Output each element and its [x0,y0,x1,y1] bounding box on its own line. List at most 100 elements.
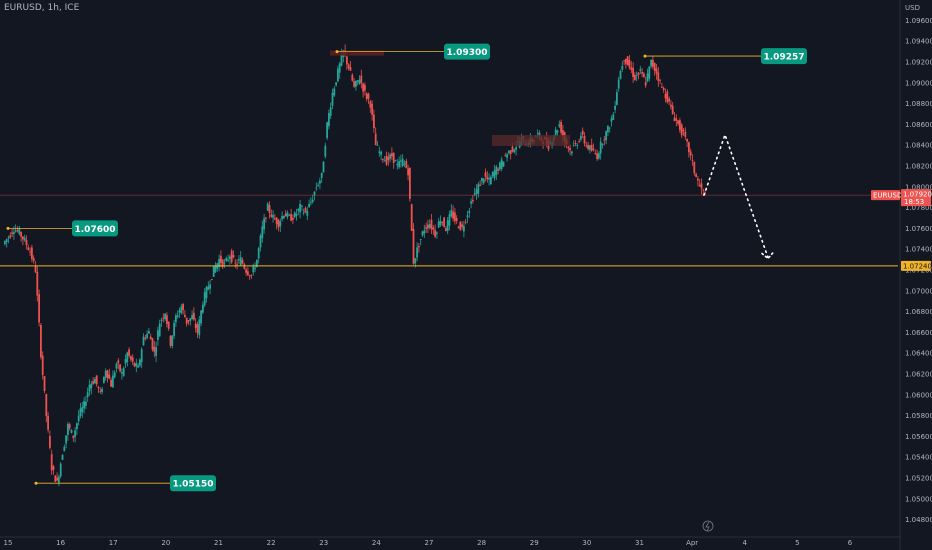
candle-body [576,144,579,146]
price-label-box [444,43,490,60]
candle-body [571,151,573,154]
candle-body [74,430,76,437]
candle-body [326,122,328,138]
candle-body [139,359,141,366]
candle-body [373,114,375,129]
candle-body [587,144,589,149]
candle-body [454,212,456,222]
candle-body [495,166,498,176]
candle-body [639,69,642,71]
candle-body [626,56,629,66]
candle-body [499,162,501,170]
candle-body [205,287,208,299]
candle-body [153,346,156,352]
price-label-box [72,220,118,237]
time-axis[interactable]: 15 16 17 20 21 22 23 24 27 28 29 30 31 Apr 4 5 6 [4,539,853,547]
candle-body [700,183,703,189]
candle-body [90,383,93,389]
price-axis[interactable]: USD 1.09600 1.09400 1.09200 1.09000 1.08800 1.… [871,4,932,524]
candle-body [378,151,381,153]
candle-body [506,154,508,158]
candle-body [493,170,496,179]
candle-body [653,63,656,71]
candle-body [119,364,121,372]
price-tick-label: 1.08000 [905,183,932,191]
candle-body [509,150,512,154]
candle-body [427,224,429,229]
candle-body [124,359,127,364]
candle-body [623,60,625,61]
candle-body [554,129,557,136]
candle-body [70,429,73,433]
candle-body [536,133,539,135]
candle-body [164,313,166,320]
candle-body [72,435,75,439]
candle-body [450,210,453,217]
candle-body [605,131,607,141]
candle-body [306,211,309,216]
candle-body [221,259,224,268]
candle-body [590,144,593,151]
candle-body [558,124,561,127]
price-tick-label: 1.07600 [905,225,932,233]
candle-body [250,274,253,276]
candle-body [65,435,67,444]
candle-body [704,192,706,194]
candle-body [394,160,397,162]
price-tick-label: 1.05400 [905,454,932,462]
candle-body [421,231,424,236]
candle-body [598,153,600,159]
candle-body [313,191,316,196]
candle-body [34,265,37,273]
candle-body [353,81,355,87]
candle-body [319,180,321,184]
candle-body [589,145,591,150]
candle-body [166,315,168,325]
candle-body [621,65,624,70]
candle-body [297,208,300,211]
time-tick-label: 22 [267,539,276,547]
candle-body [382,159,384,160]
candle-body [473,193,476,195]
candle-body [583,136,586,144]
candle-body [50,454,53,471]
candle-body [122,368,125,376]
candle-body [247,271,249,276]
candle-body [290,214,292,221]
candle-body [648,66,651,79]
time-tick-label: 30 [582,539,591,547]
time-tick-label: 4 [743,539,748,547]
candle-body [32,258,35,261]
candle-body [635,75,638,77]
price-tick-label: 1.06000 [905,391,932,399]
candle-body [389,154,391,159]
support-price-tag [901,260,931,271]
symbol-title[interactable]: EURUSD, 1h, ICE [4,3,80,13]
candle-body [594,153,597,154]
currency-label: USD [905,4,920,12]
candle-body [191,315,193,320]
candle-body [603,139,606,141]
candle-body [284,213,287,217]
candle-body [457,226,460,229]
candle-body [644,82,647,86]
candle-body [241,259,244,264]
candle-body [310,202,312,204]
candle-body [38,294,40,323]
candle-body [185,317,188,324]
candle-body [504,155,507,156]
candle-body [76,423,78,430]
chart-grid [0,0,901,550]
candle-body [441,221,444,223]
candle-body [569,148,571,151]
candle-body [203,292,206,306]
candle-body [567,146,570,149]
candle-body [362,83,364,92]
candle-body [189,318,192,321]
candle-body [214,265,217,273]
candle-body [671,105,674,115]
candle-body [104,370,107,378]
candle-body [391,153,393,157]
candle-body [223,262,226,264]
